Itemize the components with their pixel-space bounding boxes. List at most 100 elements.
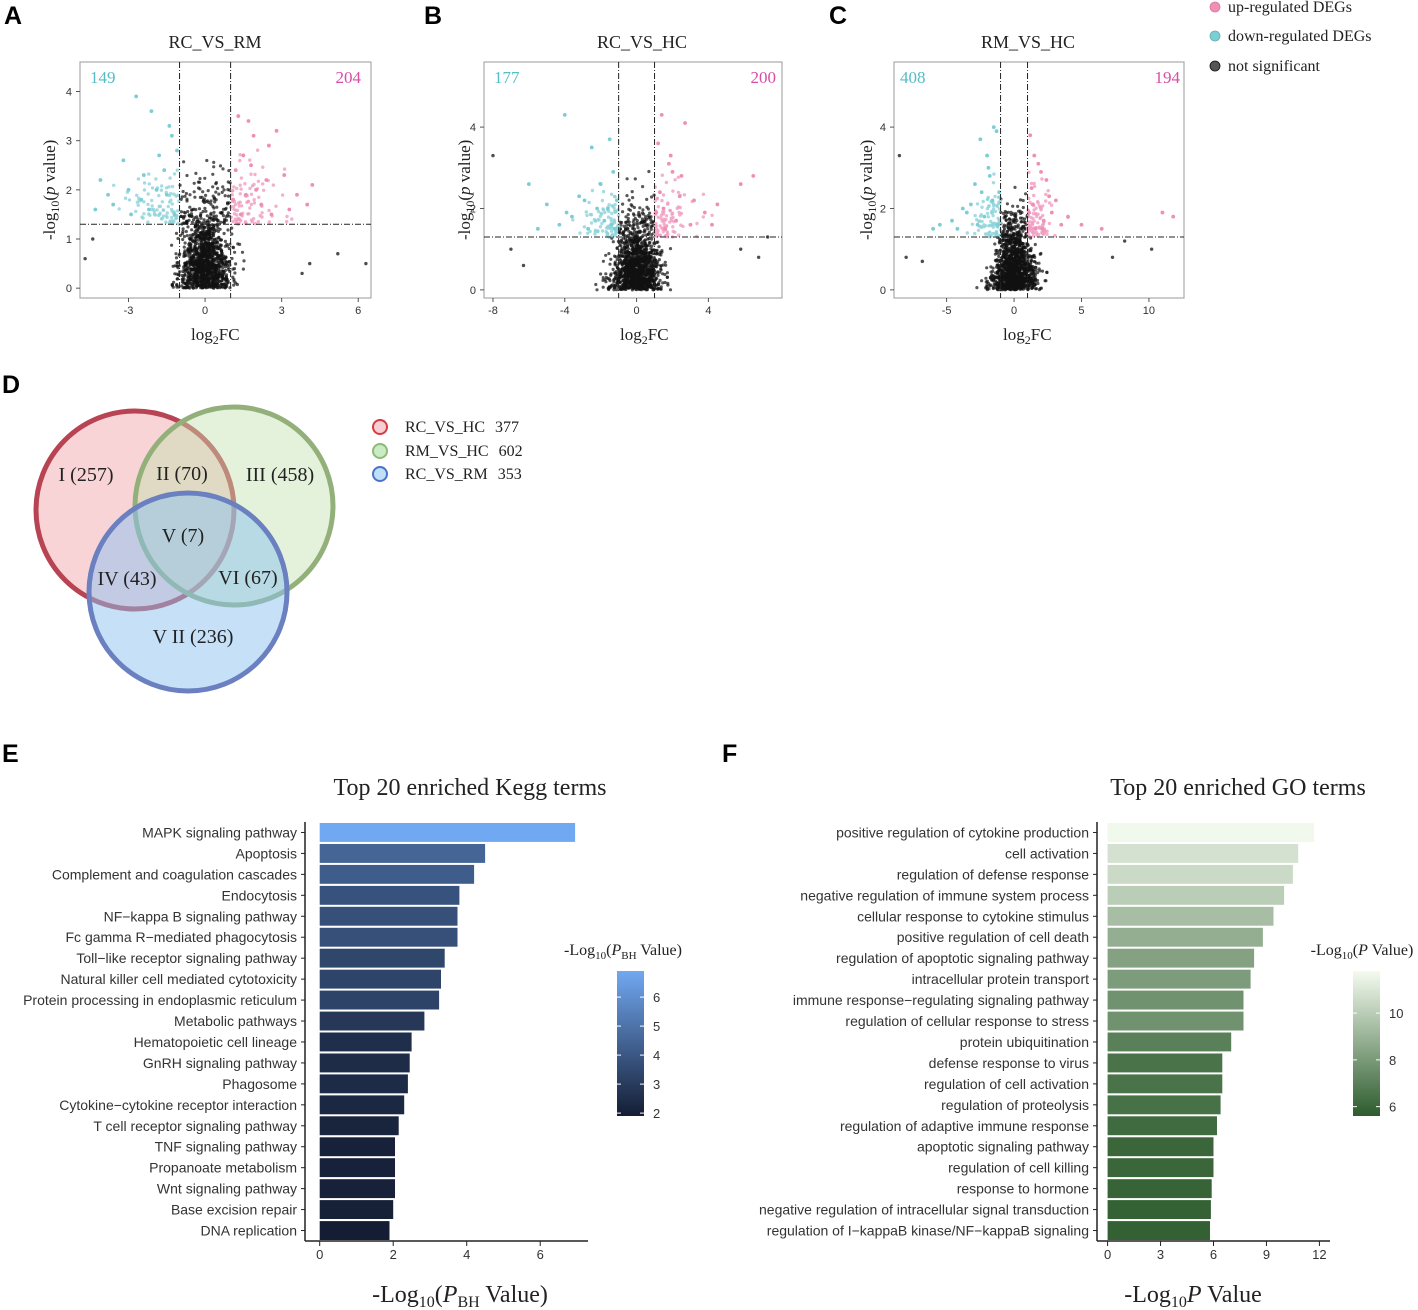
down-point	[595, 206, 599, 211]
up-point	[1066, 214, 1070, 219]
kegg-panel-e: E Top 20 enriched Kegg terms MAPK signal…	[2, 740, 682, 1310]
ns-point	[1024, 192, 1028, 196]
ns-point	[215, 224, 219, 228]
ns-point	[195, 276, 199, 280]
down-point	[149, 207, 154, 212]
ns-point	[654, 249, 659, 253]
ns-point	[641, 224, 645, 228]
ns-point	[624, 250, 628, 254]
ns-point	[233, 271, 237, 275]
bar	[319, 906, 458, 926]
up-point	[738, 182, 743, 186]
ns-point	[1036, 281, 1040, 286]
down-point	[164, 186, 169, 190]
up-point	[1040, 177, 1044, 181]
ns-point	[1003, 282, 1007, 286]
category-label: Propanoate metabolism	[149, 1160, 297, 1176]
ns-point	[194, 171, 198, 175]
down-point	[147, 207, 151, 212]
ns-point	[174, 256, 179, 260]
down-point	[106, 192, 110, 197]
ns-point	[619, 223, 623, 227]
x-tick-label: -4	[560, 305, 570, 317]
ns-point	[220, 190, 224, 194]
ns-point	[226, 188, 230, 192]
ns-point	[216, 283, 220, 288]
panel-label-f: F	[722, 740, 737, 768]
ns-point	[203, 225, 207, 229]
ns-point	[223, 285, 227, 289]
up-point	[1034, 230, 1039, 235]
ns-point	[187, 254, 191, 258]
ns-point	[1037, 267, 1041, 271]
ns-point	[1008, 246, 1012, 250]
down-points-a	[93, 94, 181, 226]
down-point	[601, 207, 605, 211]
colorbar-tick-label: 10	[1389, 1006, 1403, 1021]
down-point	[973, 231, 977, 236]
ns-point	[1110, 255, 1115, 260]
ns-point	[643, 220, 647, 224]
ns-point	[627, 198, 631, 202]
ns-point	[224, 263, 228, 267]
ns-point	[219, 243, 223, 247]
ns-point	[206, 226, 210, 230]
ns-point	[643, 239, 647, 243]
ns-point	[1037, 288, 1041, 292]
ns-point	[1019, 240, 1023, 245]
up-point	[244, 192, 248, 197]
down-point	[149, 109, 154, 114]
ns-point	[643, 229, 647, 233]
ns-point	[613, 260, 617, 264]
ns-point	[612, 278, 616, 282]
ns-point	[181, 237, 185, 242]
up-point	[659, 112, 664, 117]
up-point	[310, 183, 315, 187]
bar	[1107, 1032, 1232, 1052]
ns-point	[175, 277, 179, 281]
down-point	[950, 218, 954, 223]
up-point	[654, 210, 659, 215]
ns-point	[650, 285, 654, 289]
ns-point	[642, 212, 646, 216]
up-point	[233, 168, 238, 173]
down-point	[169, 207, 174, 212]
ns-point	[188, 263, 192, 267]
ns-point	[991, 284, 995, 288]
bar	[319, 927, 458, 947]
threshold-lines-a	[80, 62, 371, 298]
down-point	[166, 204, 170, 209]
y-tick-label: 2	[66, 185, 72, 197]
ns-point	[197, 234, 201, 238]
bar	[319, 990, 440, 1010]
ns-point	[205, 220, 209, 224]
down-point	[610, 211, 614, 216]
ns-point	[206, 285, 210, 289]
up-point	[715, 202, 720, 207]
down-point	[609, 219, 614, 223]
ns-point	[595, 288, 599, 292]
ns-point	[604, 272, 608, 276]
ns-point	[643, 217, 647, 221]
up-point	[660, 173, 664, 177]
ns-point	[227, 247, 231, 251]
ns-point	[201, 221, 205, 225]
ns-point	[206, 253, 210, 257]
up-point	[267, 208, 271, 213]
down-point	[598, 225, 603, 229]
ns-point	[180, 280, 185, 284]
up-points-a	[229, 114, 315, 226]
category-label: Hematopoietic cell lineage	[134, 1034, 298, 1050]
ns-point	[613, 283, 617, 287]
ns-point	[214, 181, 218, 185]
x-tick-label: -3	[124, 305, 134, 317]
ns-point	[666, 283, 670, 287]
ns-point	[1001, 238, 1005, 242]
down-point	[136, 203, 140, 207]
up-point	[656, 141, 661, 146]
up-point	[246, 199, 250, 204]
up-point	[682, 193, 687, 197]
up-point	[251, 133, 256, 138]
ns-point	[648, 281, 652, 285]
up-point	[1038, 216, 1042, 221]
